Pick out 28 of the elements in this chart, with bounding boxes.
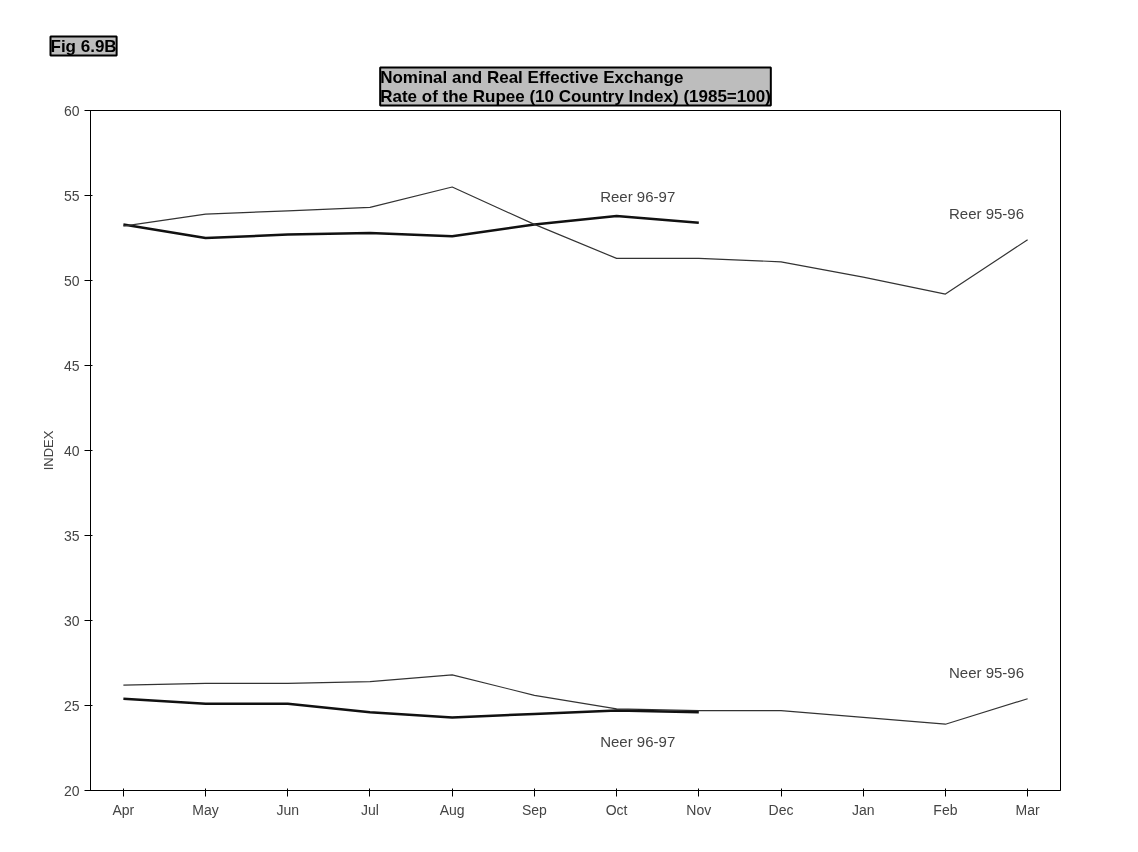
y-tick-label: 30 xyxy=(63,612,80,629)
x-tick-label: Sep xyxy=(521,801,548,818)
y-tick-label: 25 xyxy=(63,697,80,714)
caption: Fig 6.9B xyxy=(50,36,117,56)
x-tick-label: Jan xyxy=(851,801,875,818)
x-tick-label: Feb xyxy=(933,801,958,818)
x-tick-label: Jun xyxy=(276,801,300,818)
x-tick-label: May xyxy=(192,801,219,818)
y-tick-label: 55 xyxy=(63,187,80,204)
x-tick-label: Nov xyxy=(686,801,712,818)
y-tick-label: 45 xyxy=(63,357,80,374)
chart-title: Nominal and Real Effective Exchange Rate of the Rupee (10 Country Index) (1985=100) xyxy=(380,67,771,106)
x-tick-label: Dec xyxy=(768,801,794,818)
y-tick-label: 35 xyxy=(63,527,80,544)
series-label: Neer 95-96 xyxy=(948,663,1025,681)
series-label: Neer 96-97 xyxy=(600,733,676,751)
x-tick-label: Oct xyxy=(605,801,628,818)
y-tick-label: 40 xyxy=(63,442,80,459)
y-tick-label: 50 xyxy=(63,272,80,289)
x-tick-label: Jul xyxy=(361,801,379,818)
series-label: Reer 95-96 xyxy=(948,204,1025,222)
y-axis-title: INDEX xyxy=(40,430,56,471)
x-tick-label: Aug xyxy=(439,801,465,818)
y-tick-label: 20 xyxy=(63,782,80,799)
x-tick-label: Mar xyxy=(1015,801,1041,818)
x-tick-label: Apr xyxy=(112,801,135,818)
series-label: Reer 96-97 xyxy=(600,187,676,205)
y-tick-label: 60 xyxy=(63,102,80,119)
